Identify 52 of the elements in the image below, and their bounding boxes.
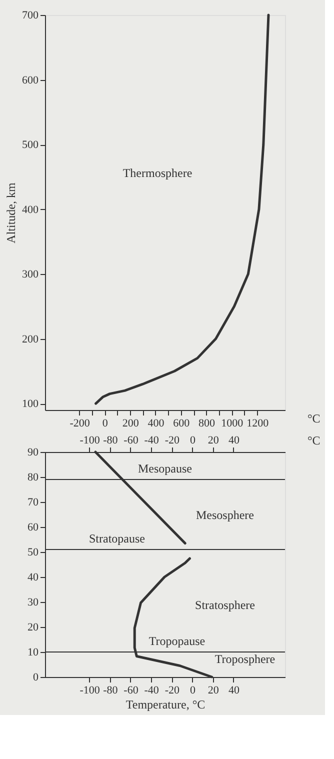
y-tick-label: 90 xyxy=(28,446,39,458)
y-tick-label: 60 xyxy=(28,522,39,534)
x-tick-label: 600 xyxy=(173,418,190,430)
x-tick-label: 400 xyxy=(148,418,165,430)
x-tick-label: -60 xyxy=(124,434,139,446)
x-tick-label: -100 xyxy=(80,434,100,446)
y-tick-label: 50 xyxy=(28,546,39,558)
x2-tick-label: -60 xyxy=(124,684,139,696)
x-tick-label: -80 xyxy=(103,434,118,446)
ref-line-label: Mesopause xyxy=(138,462,192,476)
annotation: Troposphere xyxy=(214,652,276,666)
y-tick-label: 20 xyxy=(28,622,39,634)
x-tick-label: 0 xyxy=(102,418,108,430)
x2-tick-label: 40 xyxy=(228,684,240,696)
x-tick-label: 1200 xyxy=(246,418,270,430)
annotation: Mesosphere xyxy=(196,508,254,522)
x-tick-label: -20 xyxy=(164,434,180,446)
x-axis-title: °C xyxy=(308,412,320,426)
y-tick-label: 300 xyxy=(22,268,39,281)
y-tick-label: 80 xyxy=(28,472,39,484)
y-tick-label: 500 xyxy=(22,139,39,152)
y-tick-label: 200 xyxy=(22,333,39,346)
x2-axis-title: °C xyxy=(308,434,320,448)
y-tick-label: 40 xyxy=(28,572,39,584)
x-axis-title: Temperature, °C xyxy=(126,698,206,712)
y-tick-label: 30 xyxy=(28,596,39,608)
x-tick-label: 200 xyxy=(122,418,140,430)
y-tick-label: 600 xyxy=(22,74,39,86)
x2-tick-label: -40 xyxy=(144,684,160,696)
ref-line-label: Stratopause xyxy=(89,532,145,546)
y-tick-label: 10 xyxy=(28,646,39,658)
x-tick-label: 0 xyxy=(190,434,196,446)
ref-line-label: Tropopause xyxy=(148,634,206,648)
y-tick-label: 70 xyxy=(28,496,39,508)
x-tick-label: 40 xyxy=(228,434,240,446)
y-tick-label: 700 xyxy=(22,10,39,22)
x-tick-label: 800 xyxy=(198,418,216,430)
annotation: Stratosphere xyxy=(195,598,255,612)
y-tick-label: 400 xyxy=(22,204,39,216)
x2-tick-label: 0 xyxy=(190,684,196,696)
x-tick-label: 1000 xyxy=(221,418,244,430)
x-tick-label: 20 xyxy=(208,434,220,446)
x2-tick-label: 20 xyxy=(208,684,220,696)
annotation: Thermosphere xyxy=(122,166,192,180)
x-tick-label: -40 xyxy=(144,434,160,446)
x2-tick-label: -100 xyxy=(80,684,100,696)
y-tick-label: 0 xyxy=(33,672,39,684)
x2-tick-label: -20 xyxy=(164,684,180,696)
y-axis-title: Altitude, km xyxy=(4,182,18,244)
y-tick-label: 100 xyxy=(22,398,39,410)
x-tick-label: -200 xyxy=(70,418,90,430)
x2-tick-label: -80 xyxy=(103,684,118,696)
